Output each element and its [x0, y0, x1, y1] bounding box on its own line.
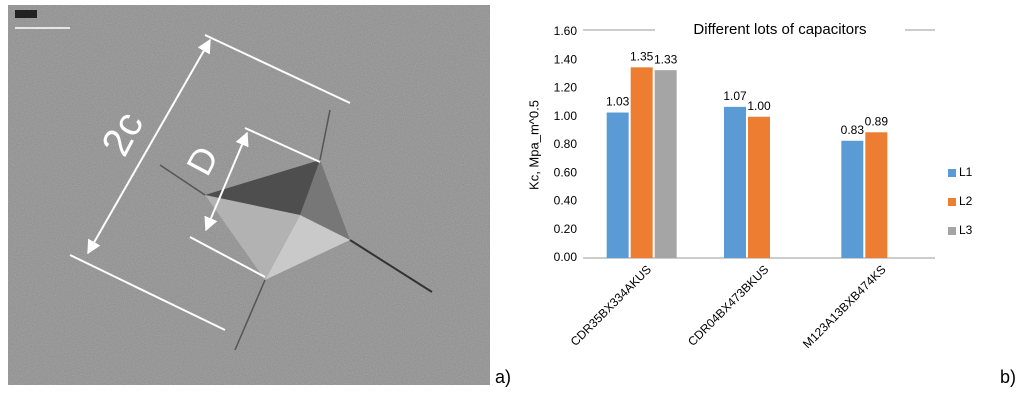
y-tick-label: 1.40: [554, 52, 578, 66]
y-tick-label: 0.20: [554, 222, 578, 236]
bar: [606, 112, 629, 258]
bar: [865, 132, 888, 258]
y-axis-label: Kc, Mpa_m^0.5: [526, 100, 541, 190]
data-label: 1.07: [723, 89, 747, 103]
bar: [841, 140, 864, 258]
legend-swatch: [948, 169, 956, 177]
bar: [724, 106, 746, 258]
legend-swatch: [948, 227, 956, 235]
data-label: 0.83: [841, 123, 865, 137]
data-label: 1.33: [654, 52, 678, 66]
y-tick-label: 0.40: [554, 194, 578, 208]
bar: [748, 116, 770, 258]
legend-label: L1: [959, 165, 973, 179]
data-label: 1.03: [606, 95, 630, 109]
legend-label: L3: [959, 223, 973, 237]
legend-swatch: [948, 198, 956, 206]
bar: [654, 70, 677, 258]
x-tick-label: CDR35BX334AKUS: [568, 262, 654, 348]
y-tick-label: 1.20: [554, 81, 578, 95]
y-tick-label: 1.00: [554, 109, 578, 123]
y-tick-label: 0.60: [554, 165, 578, 179]
x-tick-label: CDR04BX473BKUS: [685, 262, 771, 348]
legend-label: L2: [959, 194, 973, 208]
data-label: 1.35: [630, 49, 654, 63]
bar: [630, 67, 653, 258]
chart-title: Different lots of capacitors: [693, 21, 866, 38]
y-tick-label: 0.00: [554, 250, 578, 264]
micrograph: 2c D: [8, 5, 490, 385]
y-tick-label: 0.80: [554, 137, 578, 151]
panel-label: b): [1000, 367, 1016, 387]
y-tick-label: 1.60: [554, 24, 578, 38]
panel-label: a): [495, 367, 511, 387]
data-label: 0.89: [865, 114, 889, 128]
data-label: 1.00: [747, 99, 771, 113]
x-tick-label: M123A13BXB474KS: [800, 262, 889, 351]
